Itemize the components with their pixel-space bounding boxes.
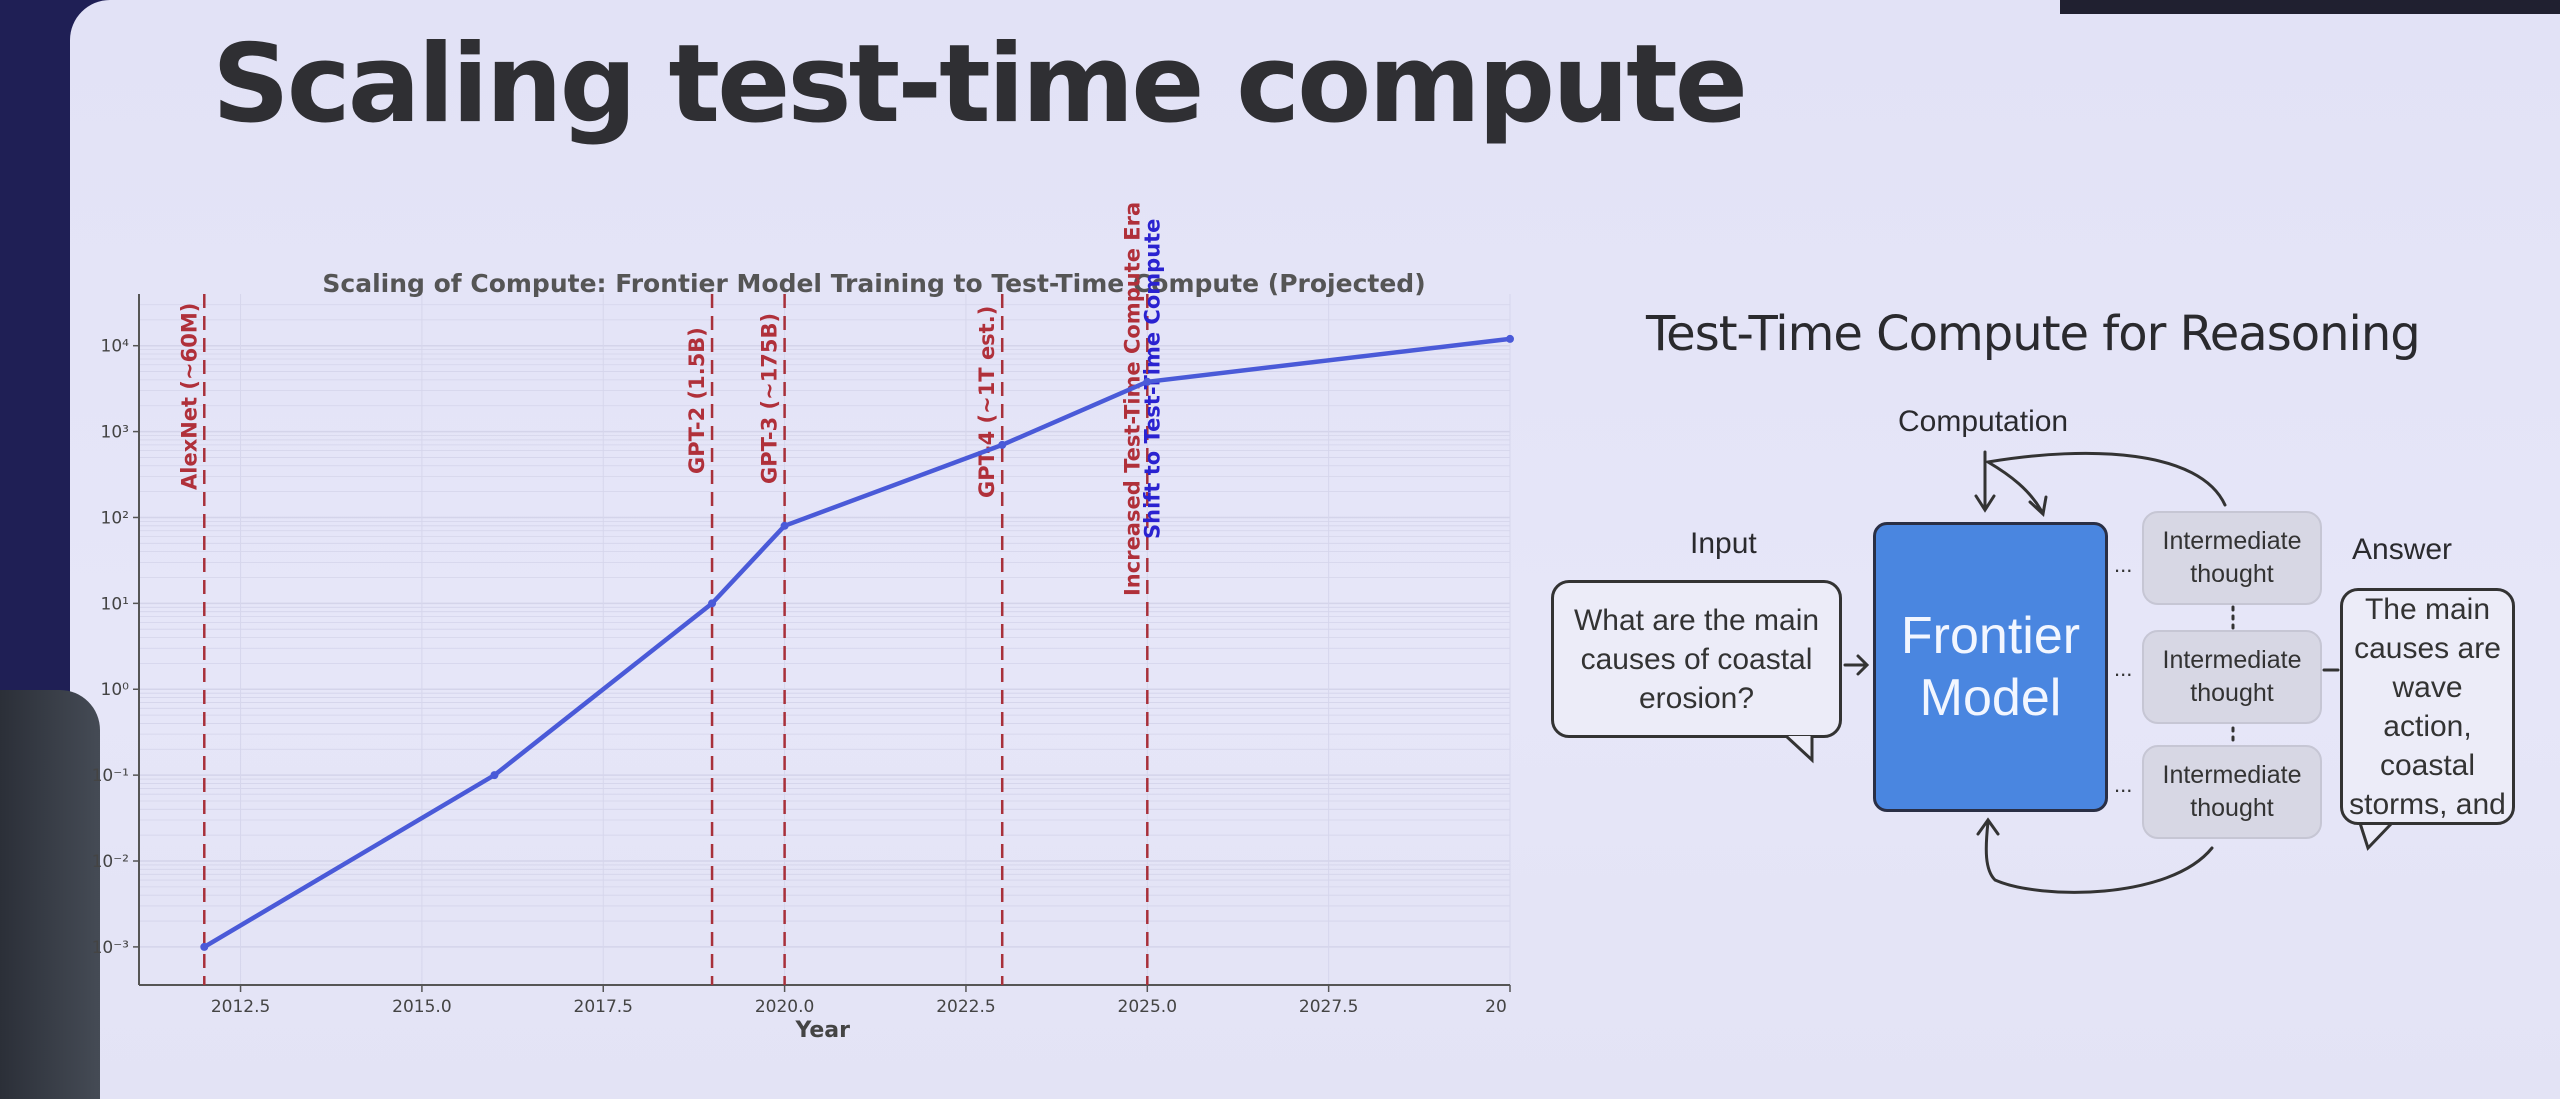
y-tick-label: 10² [101, 508, 129, 528]
data-point [1143, 377, 1152, 386]
y-tick-label: 10³ [101, 423, 129, 443]
annotation-label: GPT-3 (~175B) [758, 313, 782, 484]
computation-label: Computation [1898, 405, 2069, 438]
x-tick-label: 2020.0 [755, 997, 814, 1017]
data-point [780, 521, 789, 530]
intermediate-thought-1: Intermediate thought [2142, 511, 2322, 605]
slide-title: Scaling test-time compute [212, 22, 1748, 147]
data-point [200, 942, 209, 951]
input-arrow [1843, 654, 1870, 676]
y-tick-label: 10⁴ [101, 337, 130, 357]
data-point [490, 771, 499, 780]
annotation-label: GPT-2 (1.5B) [685, 327, 709, 474]
diagram-title: Test-Time Compute for Reasoning [1646, 306, 2421, 362]
input-text: What are the main causes of coastal eros… [1573, 603, 1820, 715]
ellipsis: ... [2114, 552, 2133, 577]
answer-text: The main causes are wave action, coastal… [2349, 592, 2506, 821]
ellipsis: ... [2114, 772, 2133, 797]
chart-title: Scaling of Compute: Frontier Model Train… [322, 269, 1425, 298]
annotation-label: Increased Test-Time Compute Era [1120, 202, 1144, 596]
data-point [708, 599, 717, 608]
x-tick-label: 2015.0 [392, 997, 451, 1017]
frontier-model-box: Frontier Model [1873, 522, 2108, 812]
y-tick-label: 10⁻¹ [92, 766, 129, 786]
annotation-label: AlexNet (~60M) [177, 303, 201, 490]
intermediate-thought-3: Intermediate thought [2142, 745, 2322, 839]
y-tick-label: 10⁻² [92, 852, 129, 872]
ellipsis: ... [2114, 656, 2133, 681]
frontier-model-label: Frontier Model [1900, 607, 2081, 727]
answer-bubble-tail [2358, 821, 2394, 851]
input-label: Input [1690, 527, 1757, 560]
answer-bubble: The main causes are wave action, coastal… [2340, 588, 2515, 825]
y-tick-label: 10¹ [101, 594, 129, 614]
y-tick-label: 10⁰ [101, 680, 130, 700]
x-tick-label: 2022.5 [936, 997, 995, 1017]
loop-arrow-top [1983, 451, 2227, 517]
intermediate-thought-2: Intermediate thought [2142, 630, 2322, 724]
x-tick-label: 2025.0 [1118, 997, 1177, 1017]
loop-arrow-bottom [1976, 817, 2214, 894]
data-point [998, 440, 1007, 449]
x-tick-label: 2017.5 [574, 997, 633, 1017]
x-tick-label: 20 [1485, 997, 1507, 1017]
input-bubble-tail [1784, 734, 1814, 764]
input-bubble: What are the main causes of coastal eros… [1551, 580, 1842, 738]
x-tick-label: 2012.5 [211, 997, 270, 1017]
y-tick-label: 10⁻³ [92, 938, 129, 958]
x-axis-label: Year [794, 1018, 850, 1043]
presenter-silhouette [0, 690, 100, 1099]
annotation-label: GPT-4 (~1T est.) [975, 306, 999, 498]
screen-edge [2060, 0, 2560, 14]
x-tick-label: 2027.5 [1299, 997, 1358, 1017]
data-point [1506, 334, 1514, 343]
answer-label: Answer [2352, 533, 2453, 566]
